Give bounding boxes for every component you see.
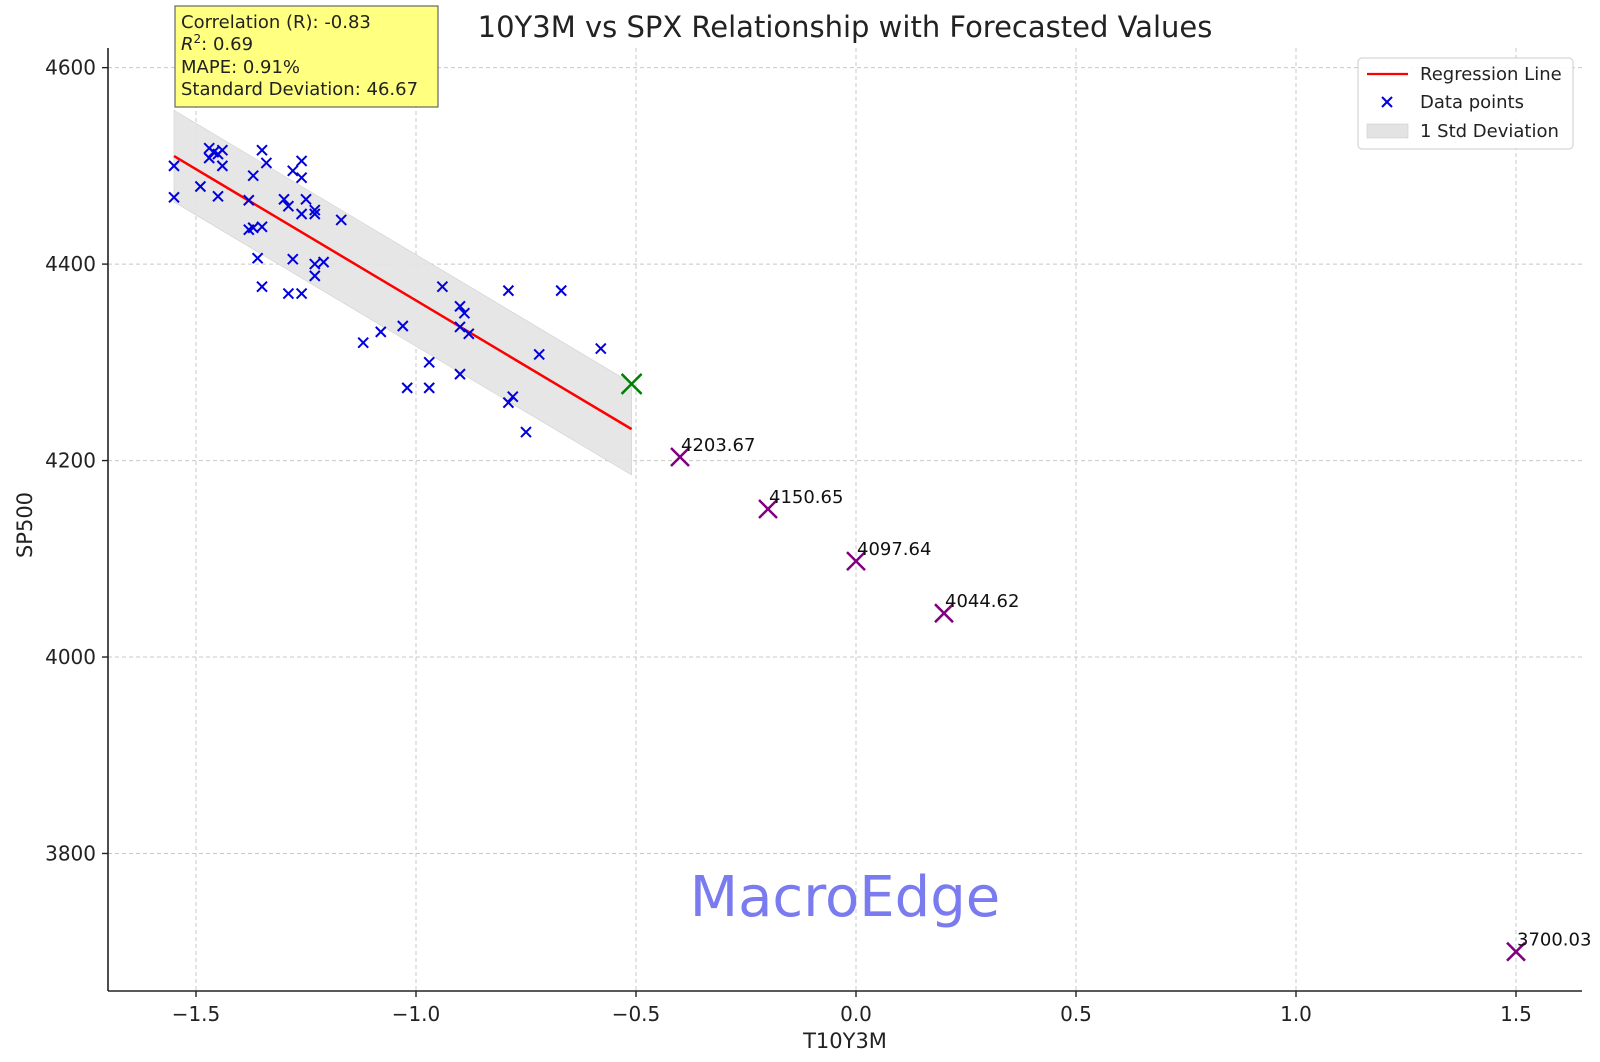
data-point — [194, 180, 207, 193]
r-squared-value: : 0.69 — [201, 34, 253, 55]
y-tick-label: 4400 — [45, 252, 96, 276]
data-point — [335, 214, 347, 226]
mape-text: MAPE: 0.91% — [181, 57, 300, 78]
data-point — [282, 287, 295, 300]
data-point — [423, 382, 435, 394]
data-point — [595, 342, 607, 355]
data-point — [309, 204, 321, 216]
x-tick-label: 1.5 — [1500, 1002, 1532, 1026]
chart-title: 10Y3M vs SPX Relationship with Forecaste… — [478, 10, 1213, 44]
data-points-layer — [168, 142, 643, 438]
data-point — [375, 326, 387, 338]
forecast-value-label: 3700.03 — [1517, 930, 1591, 951]
forecast-point — [934, 603, 954, 624]
forecast-point — [1506, 941, 1526, 962]
legend: Regression Line Data points 1 Std Deviat… — [1357, 57, 1574, 150]
data-point — [463, 328, 475, 340]
data-point — [555, 284, 567, 297]
axis-ticks-layer: −1.5 −1.0 −0.5 0.0 0.5 1.0 1.5 3800 4000 4200 4400… — [45, 56, 1532, 1026]
y-tick-label: 4600 — [45, 56, 96, 80]
x-tick-label: −0.5 — [612, 1002, 661, 1026]
data-point — [295, 208, 308, 220]
data-point — [256, 144, 268, 156]
correlation-text: Correlation (R): -0.83 — [181, 12, 371, 33]
y-tick-label: 4200 — [45, 449, 96, 473]
data-point — [282, 200, 295, 212]
data-point — [278, 193, 290, 205]
data-point — [357, 336, 369, 349]
data-point — [287, 165, 299, 177]
data-point — [295, 155, 308, 167]
legend-data-points-label: Data points — [1420, 92, 1524, 113]
data-point — [212, 190, 224, 203]
data-point — [533, 348, 545, 361]
forecast-point — [846, 551, 866, 571]
data-point — [454, 300, 466, 313]
data-point — [458, 307, 471, 319]
y-tick-label: 4000 — [45, 645, 96, 669]
forecast-point — [758, 499, 778, 519]
legend-band-swatch — [1366, 123, 1409, 139]
data-point — [247, 169, 259, 182]
stats-box-background — [174, 5, 439, 108]
data-point — [287, 253, 299, 265]
data-point — [256, 280, 268, 293]
x-tick-label: 0.0 — [840, 1002, 872, 1026]
legend-band-label: 1 Std Deviation — [1420, 121, 1559, 142]
grid-lines — [108, 48, 1582, 991]
data-point — [260, 157, 273, 169]
x-tick-label: 0.5 — [1060, 1002, 1092, 1026]
data-point — [168, 191, 180, 204]
forecast-value-label: 4203.67 — [681, 435, 755, 456]
data-point — [300, 193, 312, 205]
data-point — [401, 382, 413, 394]
data-point — [502, 396, 515, 409]
x-tick-label: −1.0 — [392, 1002, 441, 1026]
data-point — [203, 152, 215, 164]
forecast-points-layer: 4203.67 4150.65 4097.64 4044.62 3700.03 — [670, 435, 1591, 962]
forecast-value-label: 4097.64 — [857, 539, 931, 560]
x-tick-label: 1.0 — [1280, 1002, 1312, 1026]
data-point — [295, 287, 308, 300]
data-point — [507, 391, 519, 403]
data-point — [397, 320, 409, 332]
data-point — [454, 321, 466, 333]
data-point — [317, 256, 330, 268]
data-point — [216, 160, 229, 172]
r-squared-symbol: R — [181, 34, 194, 55]
x-tick-label: −1.5 — [172, 1002, 221, 1026]
data-point — [454, 368, 466, 380]
data-point — [243, 194, 255, 206]
y-tick-label: 3800 — [45, 841, 96, 865]
forecast-point — [670, 447, 690, 467]
data-point — [423, 356, 435, 369]
data-point — [436, 280, 449, 293]
current-point-marker — [620, 373, 643, 395]
r-squared-text: R2: 0.69 — [181, 32, 253, 55]
data-point — [256, 221, 268, 233]
data-point — [309, 270, 321, 282]
forecast-value-label: 4150.65 — [769, 487, 843, 508]
data-point — [168, 160, 180, 172]
legend-regression-label: Regression Line — [1420, 64, 1562, 85]
legend-frame — [1357, 57, 1574, 150]
data-point — [251, 252, 264, 264]
forecast-value-label: 4044.62 — [945, 591, 1019, 612]
y-axis-title: SP500 — [13, 492, 37, 558]
std-dev-text: Standard Deviation: 46.67 — [181, 79, 418, 100]
data-point — [520, 426, 532, 438]
r-squared-superscript: 2 — [194, 32, 202, 46]
watermark-text: MacroEdge — [690, 865, 1000, 930]
data-point — [216, 144, 229, 156]
data-point — [295, 171, 308, 184]
data-point — [309, 258, 321, 270]
stats-box: Correlation (R): -0.83 R2: 0.69 MAPE: 0.… — [174, 5, 439, 108]
data-point — [502, 284, 515, 297]
data-point — [309, 208, 321, 220]
x-axis-title: T10Y3M — [802, 1029, 887, 1053]
legend-data-points-swatch — [1381, 96, 1393, 108]
